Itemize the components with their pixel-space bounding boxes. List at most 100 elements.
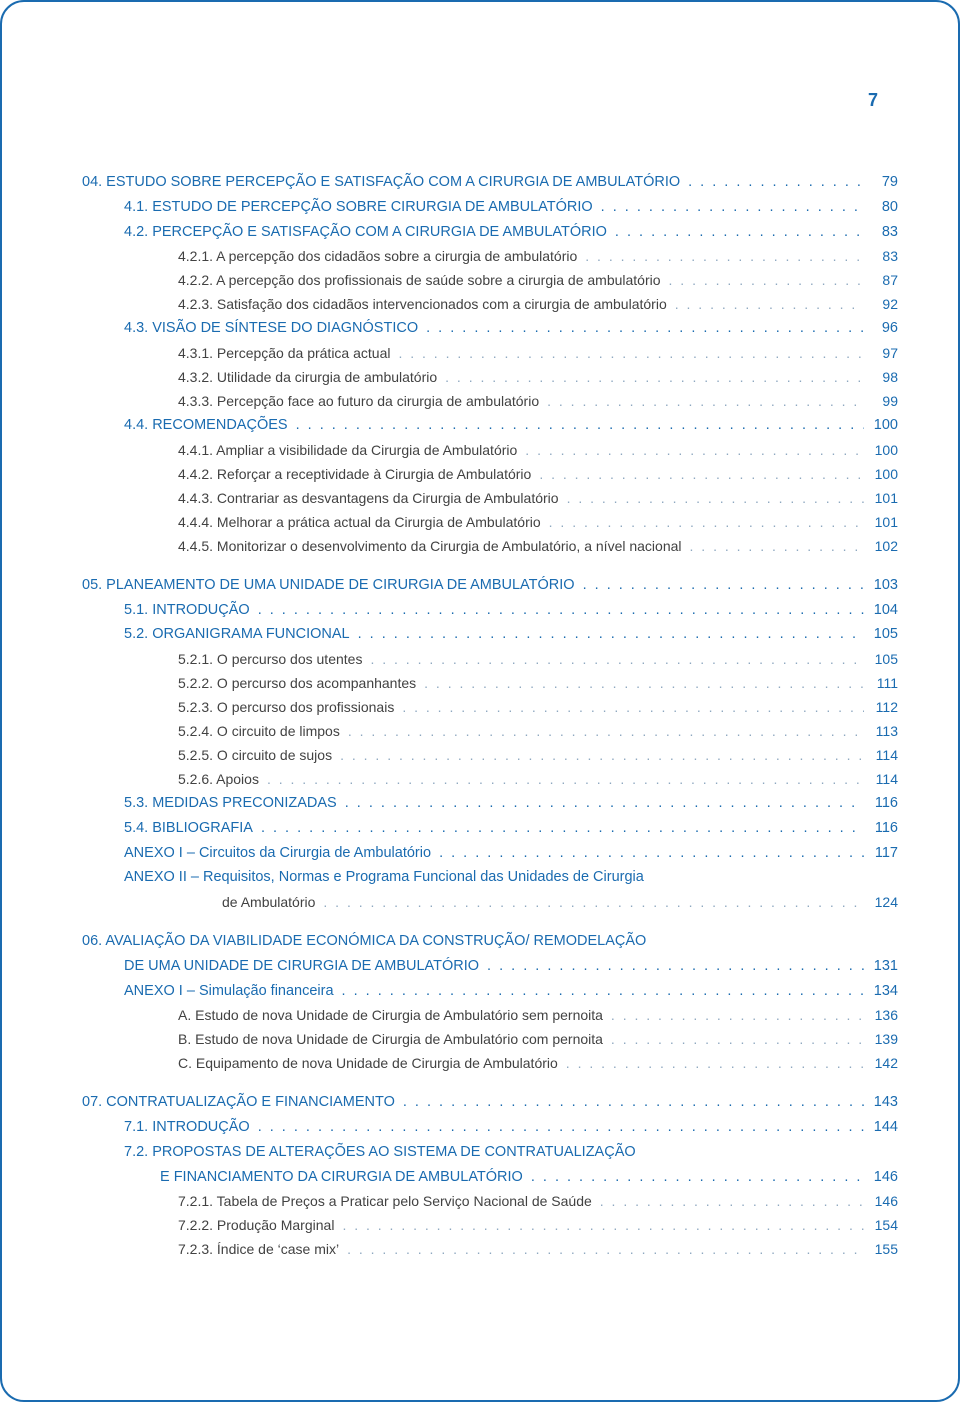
toc-label: 4.4.2. Reforçar a receptividade à Cirurg… <box>178 464 535 485</box>
toc-row[interactable]: DE UMA UNIDADE DE CIRURGIA DE AMBULATÓRI… <box>82 956 898 978</box>
toc-row[interactable]: C. Equipamento de nova Unidade de Cirurg… <box>82 1053 898 1074</box>
toc-page: 100 <box>864 464 898 485</box>
toc-page: 131 <box>864 956 898 978</box>
toc-label: 06. AVALIAÇÃO DA VIABILIDADE ECONÓMICA D… <box>82 931 650 953</box>
toc-page: 104 <box>864 600 898 622</box>
toc-label: 4.4. RECOMENDAÇÕES <box>124 415 292 437</box>
toc-dots: . . . . . . . . . . . . . . . . . . . . … <box>483 956 864 978</box>
toc-row[interactable]: 5.2.3. O percurso dos profissionais. . .… <box>82 697 898 718</box>
toc-row[interactable]: ANEXO I – Simulação financeira. . . . . … <box>82 981 898 1003</box>
toc-row[interactable]: 4.4.5. Monitorizar o desenvolvimento da … <box>82 536 898 557</box>
toc-row[interactable]: 4.4. RECOMENDAÇÕES. . . . . . . . . . . … <box>82 415 898 437</box>
toc-row[interactable]: 4.2. PERCEPÇÃO E SATISFAÇÃO COM A CIRURG… <box>82 222 898 244</box>
toc-row[interactable]: 5.2.2. O percurso dos acompanhantes. . .… <box>82 673 898 694</box>
toc-row[interactable]: 4.2.2. A percepção dos profissionais de … <box>82 270 898 291</box>
toc-dots: . . . . . . . . . . . . . . . . . . . . … <box>563 488 864 509</box>
toc-row[interactable]: A. Estudo de nova Unidade de Cirurgia de… <box>82 1005 898 1026</box>
toc-row[interactable]: 7.2. PROPOSTAS DE ALTERAÇÕES AO SISTEMA … <box>82 1142 898 1164</box>
toc-dots: . . . . . . . . . . . . . . . . . . . . … <box>399 1092 864 1114</box>
toc-row[interactable]: 04. ESTUDO SOBRE PERCEPÇÃO E SATISFAÇÃO … <box>82 172 898 194</box>
toc-row[interactable]: ANEXO II – Requisitos, Normas e Programa… <box>82 867 898 889</box>
toc-label: 4.3.3. Percepção face ao futuro da cirur… <box>178 391 543 412</box>
toc-label: 4.2.2. A percepção dos profissionais de … <box>178 270 665 291</box>
toc-dots: . . . . . . . . . . . . . . . . . . . . … <box>441 367 864 388</box>
toc-row[interactable]: 4.3.3. Percepção face ao futuro da cirur… <box>82 391 898 412</box>
toc-row[interactable]: 5.4. BIBLIOGRAFIA. . . . . . . . . . . .… <box>82 818 898 840</box>
toc-dots: . . . . . . . . . . . . . . . . . . . . … <box>545 512 864 533</box>
toc-page: 101 <box>864 488 898 509</box>
toc-dots: . . . . . . . . . . . . . . . . . . . . … <box>435 843 864 865</box>
toc-row[interactable]: 5.2.6. Apoios. . . . . . . . . . . . . .… <box>82 769 898 790</box>
toc-row[interactable]: 5.2.5. O circuito de sujos. . . . . . . … <box>82 745 898 766</box>
toc-page: 99 <box>864 391 898 412</box>
toc-page: 92 <box>864 294 898 315</box>
toc-dots: . . . . . . . . . . . . . . . . . . . . … <box>422 318 864 340</box>
toc-row[interactable]: 7.1. INTRODUÇÃO. . . . . . . . . . . . .… <box>82 1117 898 1139</box>
toc-dots: . . . . . . . . . . . . . . . . . . . . … <box>596 1191 864 1212</box>
toc-row[interactable]: E FINANCIAMENTO DA CIRURGIA DE AMBULATÓR… <box>82 1167 898 1189</box>
toc-label: 5.2.6. Apoios <box>178 769 263 790</box>
toc-label: de Ambulatório <box>222 892 319 913</box>
page: 7 04. ESTUDO SOBRE PERCEPÇÃO E SATISFAÇÃ… <box>0 0 960 1402</box>
toc-row[interactable]: 7.2.2. Produção Marginal. . . . . . . . … <box>82 1215 898 1236</box>
toc-dots: . . . . . . . . . . . . . . . . . . . . … <box>527 1167 864 1189</box>
toc-row[interactable]: ANEXO I – Circuitos da Cirurgia de Ambul… <box>82 843 898 865</box>
toc-page: 101 <box>864 512 898 533</box>
toc-row[interactable]: 4.4.2. Reforçar a receptividade à Cirurg… <box>82 464 898 485</box>
toc-label: 7.2.1. Tabela de Preços a Praticar pelo … <box>178 1191 596 1212</box>
toc-row[interactable]: 4.4.1. Ampliar a visibilidade da Cirurgi… <box>82 440 898 461</box>
toc-row[interactable]: de Ambulatório. . . . . . . . . . . . . … <box>82 892 898 913</box>
toc-row[interactable]: 4.1. ESTUDO DE PERCEPÇÃO SOBRE CIRURGIA … <box>82 197 898 219</box>
toc-dots: . . . . . . . . . . . . . . . . . . . . … <box>254 1117 864 1139</box>
toc-row[interactable]: 05. PLANEAMENTO DE UMA UNIDADE DE CIRURG… <box>82 575 898 597</box>
toc-page: 146 <box>864 1167 898 1189</box>
toc-dots: . . . . . . . . . . . . . . . . . . . . … <box>343 1239 864 1260</box>
toc-page: 111 <box>864 673 898 694</box>
toc-row[interactable]: 5.2.1. O percurso dos utentes. . . . . .… <box>82 649 898 670</box>
toc-row[interactable]: 4.3. VISÃO DE SÍNTESE DO DIAGNÓSTICO. . … <box>82 318 898 340</box>
toc-page: 83 <box>864 246 898 267</box>
toc-page: 100 <box>864 440 898 461</box>
toc-row[interactable]: 4.3.1. Percepção da prática actual. . . … <box>82 343 898 364</box>
toc-dots: . . . . . . . . . . . . . . . . . . . . … <box>579 575 864 597</box>
toc-row[interactable]: B. Estudo de nova Unidade de Cirurgia de… <box>82 1029 898 1050</box>
toc-row[interactable]: 4.4.3. Contrariar as desvantagens da Cir… <box>82 488 898 509</box>
toc-page: 102 <box>864 536 898 557</box>
toc-label: 5.2.4. O circuito de limpos <box>178 721 344 742</box>
toc-row[interactable]: 5.2. ORGANIGRAMA FUNCIONAL. . . . . . . … <box>82 624 898 646</box>
toc-row[interactable]: 4.4.4. Melhorar a prática actual da Ciru… <box>82 512 898 533</box>
toc-dots: . . . . . . . . . . . . . . . . . . . . … <box>394 343 864 364</box>
toc-row[interactable]: 4.2.3. Satisfação dos cidadãos intervenc… <box>82 294 898 315</box>
toc-row[interactable]: 7.2.1. Tabela de Preços a Praticar pelo … <box>82 1191 898 1212</box>
toc-row[interactable]: 5.3. MEDIDAS PRECONIZADAS. . . . . . . .… <box>82 793 898 815</box>
toc-dots: . . . . . . . . . . . . . . . . . . . . … <box>607 1029 864 1050</box>
toc-label: 5.2.2. O percurso dos acompanhantes <box>178 673 420 694</box>
toc-row[interactable]: 4.3.2. Utilidade da cirurgia de ambulató… <box>82 367 898 388</box>
toc-page: 105 <box>864 624 898 646</box>
toc-page: 116 <box>864 818 898 840</box>
toc-dots: . . . . . . . . . . . . . . . . . . . . … <box>254 600 864 622</box>
toc-row[interactable]: 5.1. INTRODUÇÃO. . . . . . . . . . . . .… <box>82 600 898 622</box>
toc-page: 146 <box>864 1191 898 1212</box>
toc-label: 5.2.5. O circuito de sujos <box>178 745 336 766</box>
toc-dots: . . . . . . . . . . . . . . . . . . . . … <box>344 721 864 742</box>
toc-row[interactable]: 7.2.3. Índice de ‘case mix’. . . . . . .… <box>82 1239 898 1260</box>
toc-label: 5.4. BIBLIOGRAFIA <box>124 818 257 840</box>
toc-page: 112 <box>864 697 898 718</box>
toc-page: 100 <box>864 415 898 437</box>
toc-dots: . . . . . . . . . . . . . . . . . . . . … <box>263 769 864 790</box>
toc-label: 5.1. INTRODUÇÃO <box>124 600 254 622</box>
toc-dots: . . . . . . . . . . . . . . . . . . . . … <box>292 415 864 437</box>
toc-label: 04. ESTUDO SOBRE PERCEPÇÃO E SATISFAÇÃO … <box>82 172 684 194</box>
toc-dots: . . . . . . . . . . . . . . . . . . . . … <box>398 697 864 718</box>
toc-dots: . . . . . . . . . . . . . . . . . . . . … <box>535 464 864 485</box>
toc-label: 5.3. MEDIDAS PRECONIZADAS <box>124 793 341 815</box>
toc-label: 4.4.1. Ampliar a visibilidade da Cirurgi… <box>178 440 521 461</box>
toc-label: 4.2. PERCEPÇÃO E SATISFAÇÃO COM A CIRURG… <box>124 222 611 244</box>
toc-dots: . . . . . . . . . . . . . . . . . . . . … <box>671 294 864 315</box>
toc-row[interactable]: 5.2.4. O circuito de limpos. . . . . . .… <box>82 721 898 742</box>
toc-row[interactable]: 06. AVALIAÇÃO DA VIABILIDADE ECONÓMICA D… <box>82 931 898 953</box>
toc-row[interactable]: 4.2.1. A percepção dos cidadãos sobre a … <box>82 246 898 267</box>
toc-dots: . . . . . . . . . . . . . . . . . . . . … <box>665 270 864 291</box>
toc-row[interactable]: 07. CONTRATUALIZAÇÃO E FINANCIAMENTO. . … <box>82 1092 898 1114</box>
